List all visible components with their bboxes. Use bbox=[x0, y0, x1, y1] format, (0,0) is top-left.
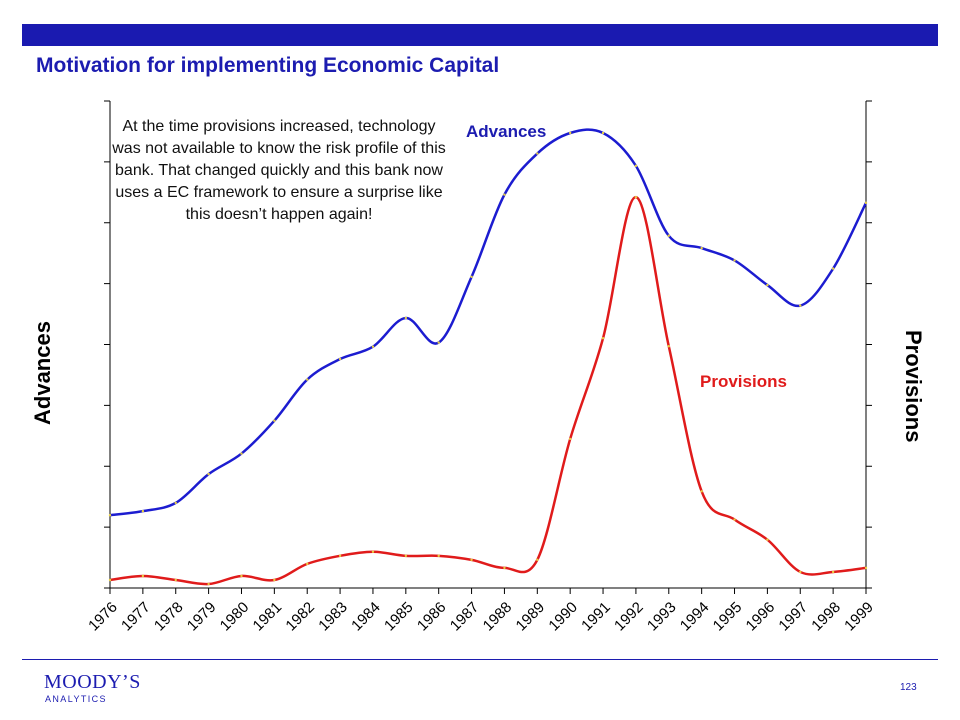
x-tick-label: 1981 bbox=[250, 599, 286, 635]
x-tick-label: 1998 bbox=[808, 599, 844, 635]
data-point-provisions bbox=[831, 570, 835, 574]
data-point-advances bbox=[108, 514, 112, 517]
x-tick-label: 1988 bbox=[480, 599, 516, 635]
data-point-advances bbox=[207, 472, 210, 476]
data-point-provisions bbox=[273, 578, 276, 582]
data-point-advances bbox=[700, 246, 703, 250]
x-tick-label: 1985 bbox=[381, 599, 417, 635]
data-point-provisions bbox=[568, 437, 572, 441]
data-point-advances bbox=[766, 283, 769, 287]
data-point-advances bbox=[733, 259, 736, 262]
slide-title: Motivation for implementing Economic Cap… bbox=[36, 54, 500, 77]
x-tick-label: 1976 bbox=[85, 599, 121, 635]
x-tick-label: 1991 bbox=[578, 599, 614, 635]
data-point-provisions bbox=[733, 518, 736, 521]
x-tick-labels: 1976197719781979198019811982198319841985… bbox=[85, 599, 877, 635]
data-point-provisions bbox=[437, 554, 440, 558]
data-point-advances bbox=[371, 345, 375, 348]
data-point-advances bbox=[503, 193, 506, 196]
x-tick-label: 1993 bbox=[644, 599, 680, 635]
data-point-provisions bbox=[601, 337, 605, 340]
y-axis-left-title: Advances bbox=[30, 321, 55, 425]
x-tick-label: 1996 bbox=[743, 599, 779, 635]
data-point-provisions bbox=[306, 562, 309, 566]
footer-divider bbox=[22, 659, 938, 660]
data-point-advances bbox=[273, 419, 276, 422]
data-point-advances bbox=[306, 378, 309, 381]
data-point-provisions bbox=[371, 550, 375, 553]
chart-axes bbox=[104, 100, 872, 594]
x-tick-label: 1994 bbox=[677, 599, 713, 635]
x-tick-label: 1999 bbox=[841, 599, 877, 635]
data-point-provisions bbox=[667, 345, 670, 348]
data-point-advances bbox=[667, 234, 670, 237]
data-point-provisions bbox=[240, 574, 243, 578]
x-tick-label: 1984 bbox=[348, 599, 384, 635]
data-point-provisions bbox=[536, 558, 539, 562]
x-tick-label: 1997 bbox=[775, 599, 811, 635]
data-point-provisions bbox=[503, 566, 506, 570]
data-point-advances bbox=[338, 357, 342, 361]
data-point-provisions bbox=[207, 582, 210, 586]
page-number: 123 bbox=[900, 682, 917, 693]
x-tick-label: 1986 bbox=[414, 599, 450, 635]
data-point-advances bbox=[601, 131, 605, 135]
moodys-logo-subtitle: ANALYTICS bbox=[45, 694, 107, 704]
data-point-provisions bbox=[864, 566, 868, 570]
moodys-logo: MOODY’S bbox=[44, 671, 141, 693]
series-line-provisions bbox=[109, 195, 867, 586]
data-point-provisions bbox=[174, 578, 177, 582]
data-point-provisions bbox=[799, 570, 802, 574]
x-tick-label: 1979 bbox=[184, 599, 220, 635]
y-axis-right-title: Provisions bbox=[901, 330, 926, 443]
data-point-provisions bbox=[404, 554, 408, 558]
x-tick-label: 1980 bbox=[217, 599, 253, 635]
x-tick-label: 1989 bbox=[513, 599, 549, 635]
data-point-provisions bbox=[141, 574, 145, 578]
x-tick-label: 1990 bbox=[545, 599, 581, 635]
x-tick-label: 1992 bbox=[611, 599, 647, 635]
series-lines bbox=[108, 128, 868, 586]
x-tick-label: 1982 bbox=[282, 599, 318, 635]
series-label-provisions: Provisions bbox=[700, 372, 787, 391]
series-label-advances: Advances bbox=[466, 122, 547, 141]
data-point-provisions bbox=[766, 538, 769, 541]
data-point-provisions bbox=[470, 558, 473, 562]
data-point-advances bbox=[174, 501, 177, 505]
data-point-provisions bbox=[700, 490, 703, 493]
data-point-advances bbox=[470, 275, 473, 279]
data-point-provisions bbox=[634, 195, 638, 199]
data-point-advances bbox=[240, 452, 243, 455]
data-point-advances bbox=[634, 164, 638, 168]
data-point-provisions bbox=[108, 578, 112, 582]
annotation-text: At the time provisions increased, techno… bbox=[112, 118, 446, 223]
x-tick-label: 1983 bbox=[315, 599, 351, 635]
x-tick-label: 1978 bbox=[151, 599, 187, 635]
data-point-advances bbox=[568, 131, 572, 135]
x-tick-label: 1977 bbox=[118, 599, 154, 635]
data-point-advances bbox=[536, 152, 539, 155]
data-point-advances bbox=[831, 267, 835, 270]
data-point-advances bbox=[864, 201, 868, 205]
top-banner bbox=[22, 24, 938, 46]
x-tick-label: 1995 bbox=[710, 599, 746, 635]
data-point-provisions bbox=[338, 554, 342, 558]
data-point-advances bbox=[404, 316, 408, 320]
x-tick-label: 1987 bbox=[447, 599, 483, 635]
data-point-advances bbox=[141, 509, 145, 513]
data-point-advances bbox=[799, 304, 802, 307]
data-point-advances bbox=[437, 341, 440, 344]
